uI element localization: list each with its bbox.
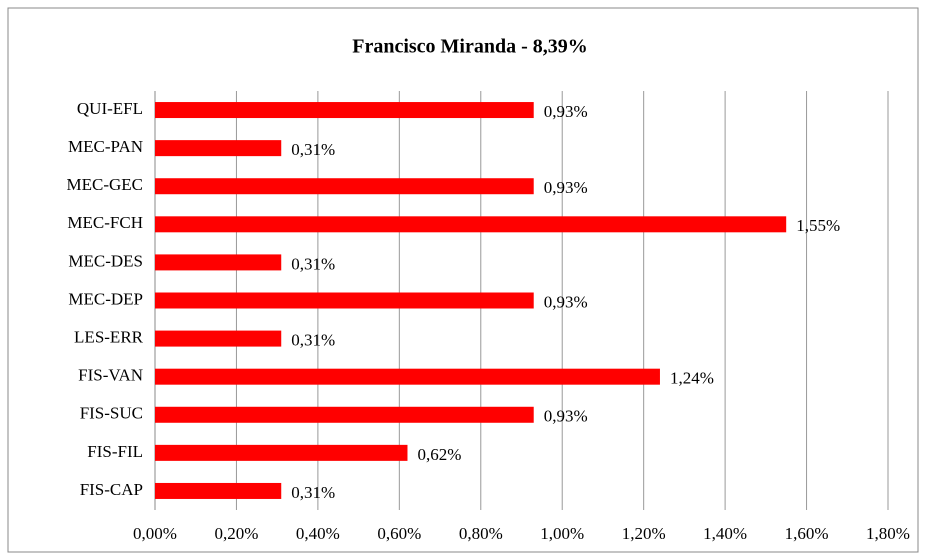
- bar: [155, 178, 534, 195]
- x-tick-label: 0,40%: [296, 524, 340, 543]
- bar: [155, 216, 787, 233]
- chart-title: Francisco Miranda - 8,39%: [352, 36, 588, 58]
- value-label: 0,93%: [544, 178, 588, 197]
- y-tick-label: FIS-CAP: [80, 480, 143, 499]
- value-label: 0,31%: [291, 483, 335, 502]
- bar: [155, 254, 282, 271]
- y-tick-label: MEC-DEP: [68, 289, 143, 308]
- value-label: 1,24%: [670, 369, 714, 388]
- y-tick-label: FIS-FIL: [87, 442, 143, 461]
- value-label: 0,31%: [291, 254, 335, 273]
- value-label: 1,55%: [796, 216, 840, 235]
- y-tick-label: QUI-EFL: [77, 99, 143, 118]
- x-tick-label: 1,40%: [703, 524, 747, 543]
- x-tick-label: 0,80%: [459, 524, 503, 543]
- chart-border: [7, 7, 919, 553]
- bar: [155, 140, 282, 157]
- y-tick-label: MEC-DES: [68, 251, 143, 270]
- x-tick-label: 1,60%: [785, 524, 829, 543]
- y-tick-label: LES-ERR: [74, 327, 144, 346]
- x-tick-label: 1,80%: [866, 524, 910, 543]
- value-label: 0,93%: [544, 407, 588, 426]
- bar: [155, 102, 534, 119]
- x-tick-label: 1,00%: [540, 524, 584, 543]
- x-tick-label: 0,60%: [377, 524, 421, 543]
- bar: [155, 444, 408, 461]
- bar: [155, 292, 534, 309]
- bar: [155, 330, 282, 347]
- x-tick-label: 0,00%: [133, 524, 177, 543]
- y-tick-label: MEC-PAN: [68, 137, 143, 156]
- x-tick-label: 0,20%: [214, 524, 258, 543]
- x-tick-label: 1,20%: [622, 524, 666, 543]
- bar: [155, 368, 660, 385]
- y-tick-label: FIS-VAN: [78, 366, 143, 385]
- y-tick-label: MEC-GEC: [67, 175, 144, 194]
- value-label: 0,62%: [417, 445, 461, 464]
- bar: [155, 406, 534, 423]
- value-label: 0,31%: [291, 140, 335, 159]
- value-label: 0,93%: [544, 102, 588, 121]
- bar: [155, 482, 282, 499]
- y-tick-label: FIS-SUC: [80, 404, 143, 423]
- value-label: 0,93%: [544, 292, 588, 311]
- value-label: 0,31%: [291, 330, 335, 349]
- y-tick-label: MEC-FCH: [67, 213, 143, 232]
